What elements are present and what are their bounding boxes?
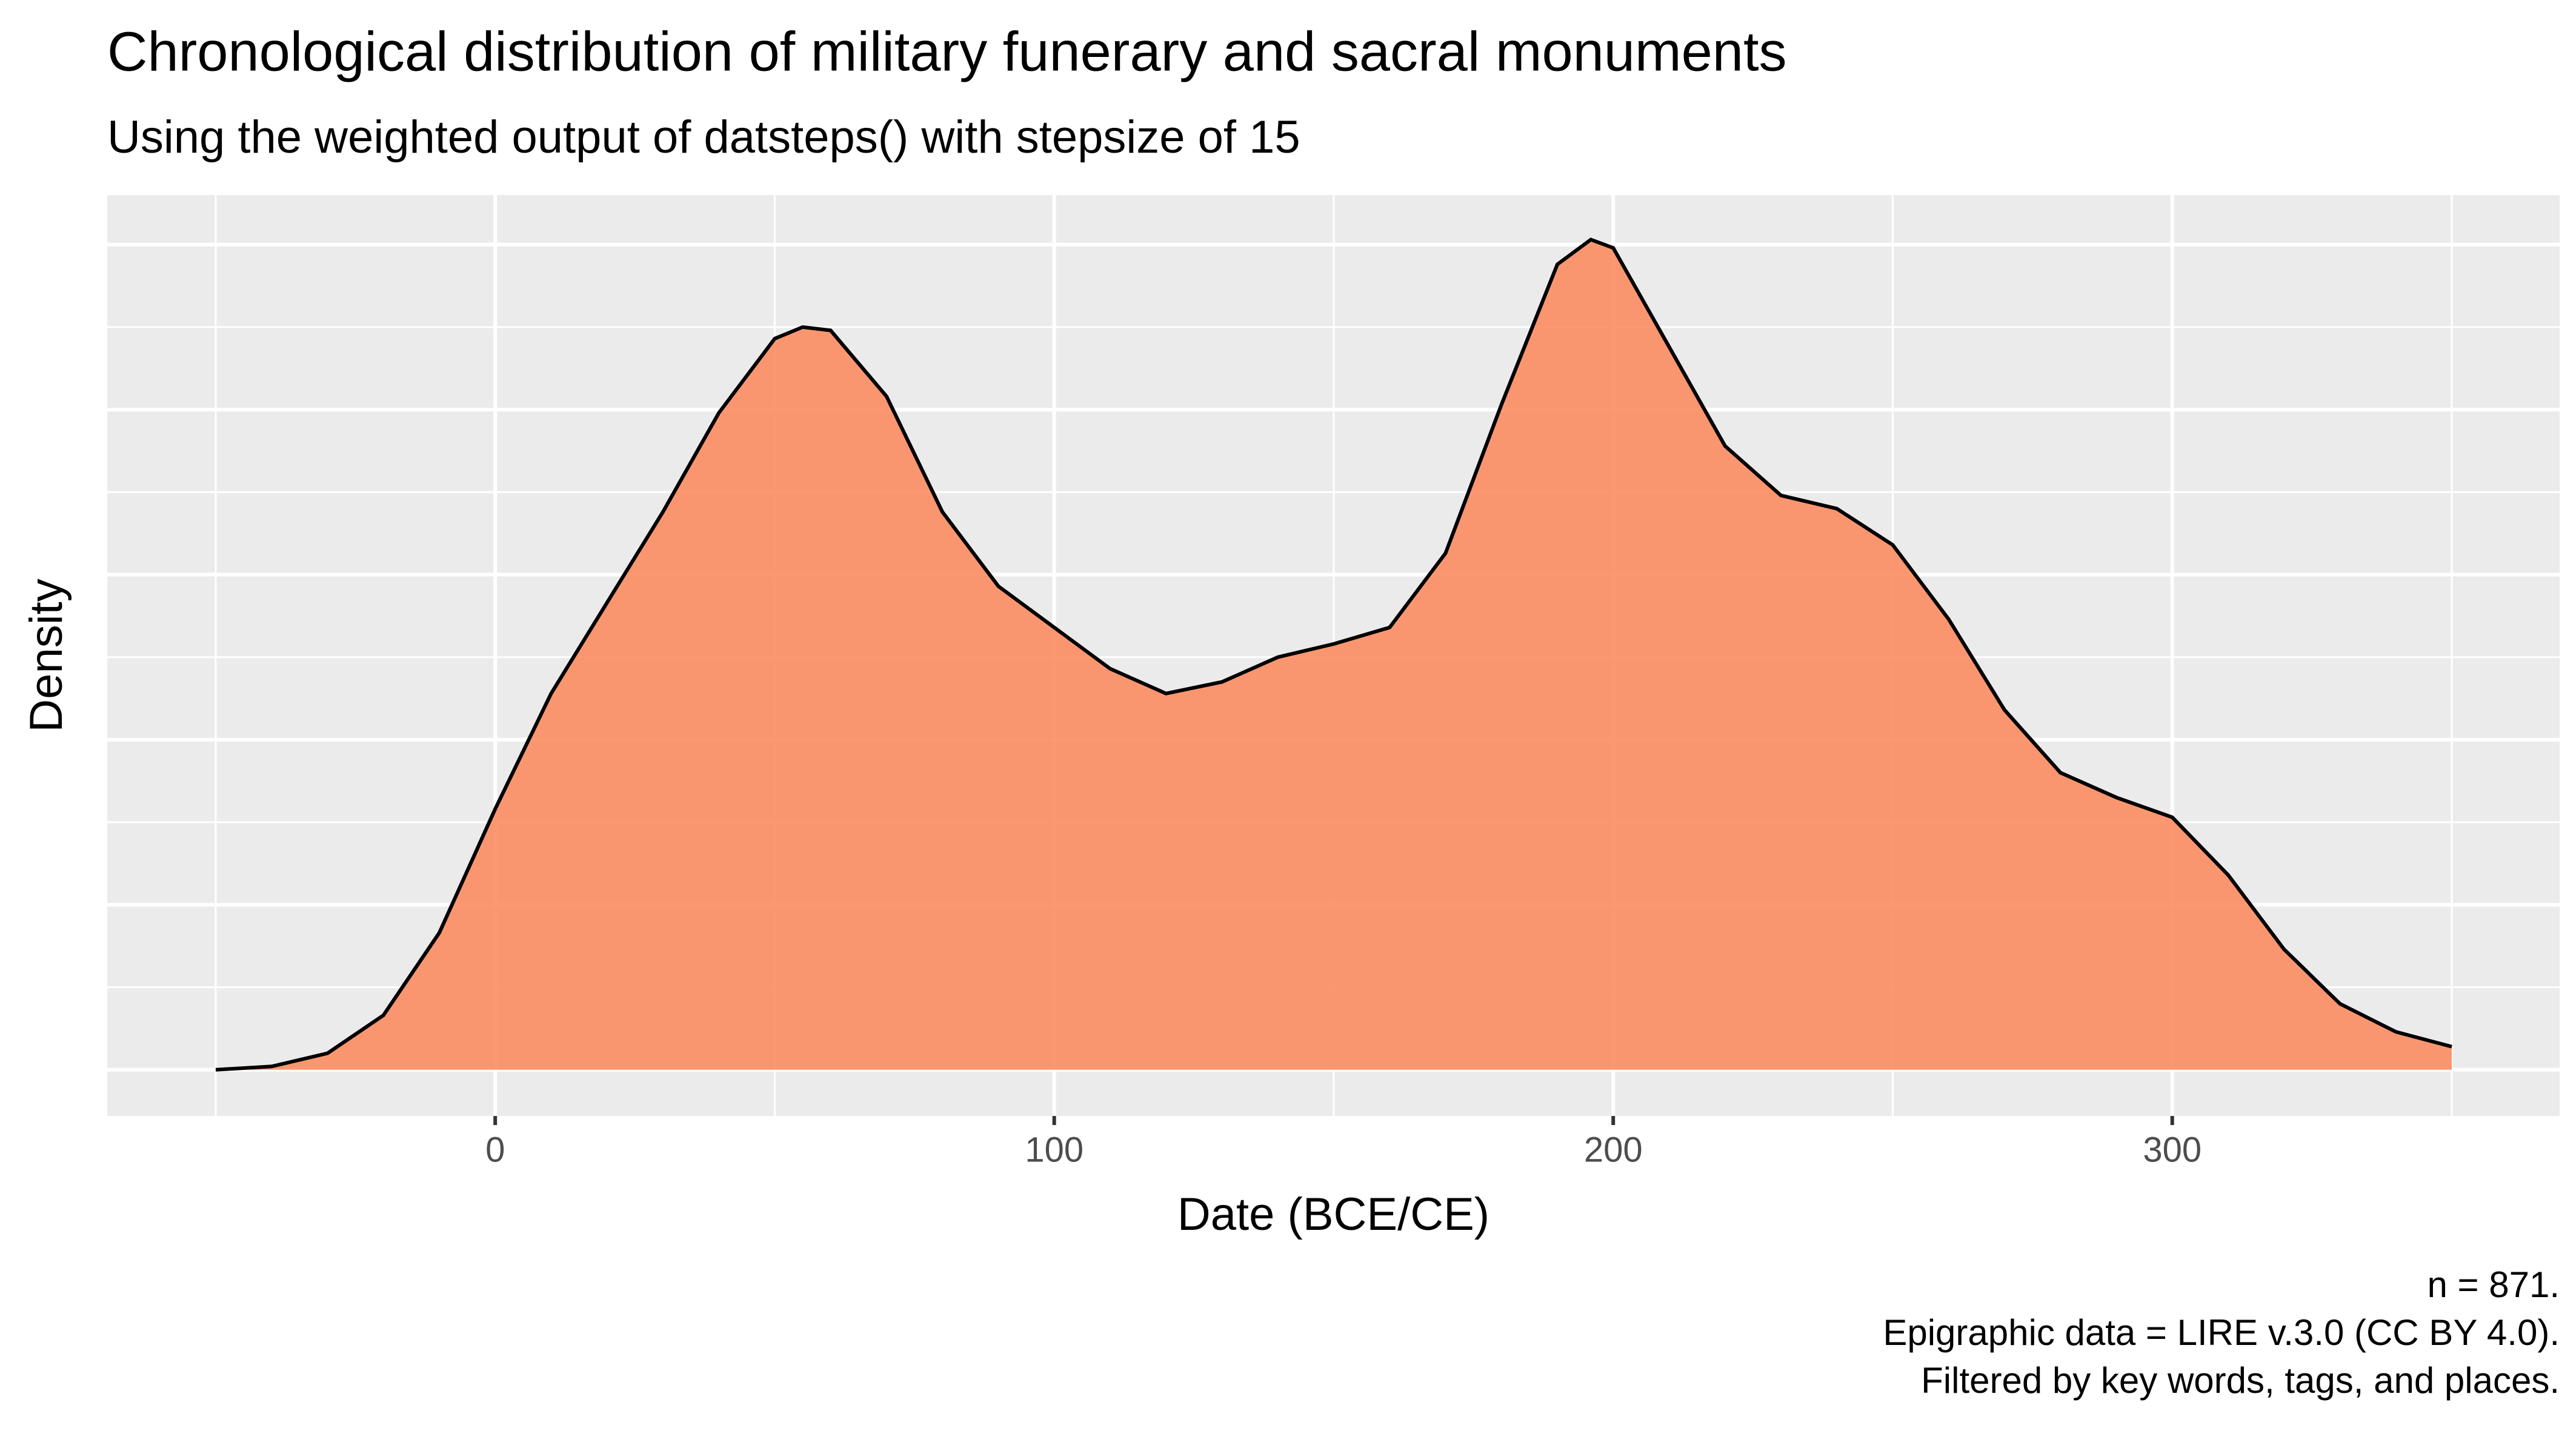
x-tick-label: 100 [1025, 1130, 1083, 1169]
y-axis-label: Density [21, 579, 72, 732]
caption: n = 871. [2427, 1264, 2560, 1305]
density-area [216, 239, 2452, 1070]
chart-title: Chronological distribution of military f… [107, 21, 1787, 82]
caption: Epigraphic data = LIRE v.3.0 (CC BY 4.0)… [1883, 1312, 2560, 1353]
caption: Filtered by key words, tags, and places. [1921, 1360, 2560, 1401]
x-tick-label: 300 [2143, 1130, 2202, 1169]
x-tick-label: 200 [1584, 1130, 1643, 1169]
chart-subtitle: Using the weighted output of datsteps() … [107, 111, 1300, 163]
density-line [215, 237, 2452, 1072]
x-tick-label: 0 [485, 1130, 505, 1169]
x-axis-label: Date (BCE/CE) [1177, 1189, 1489, 1240]
